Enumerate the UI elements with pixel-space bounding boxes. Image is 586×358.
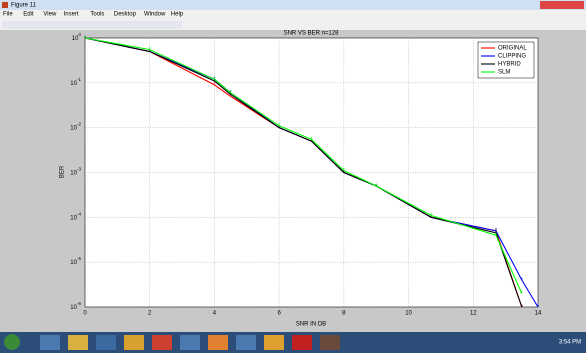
marker: * xyxy=(375,183,377,189)
marker: * xyxy=(537,304,539,310)
marker: * xyxy=(84,35,86,41)
page: Figure 11 File Edit View Insert Tools Desktop… xyxy=(0,0,586,353)
window-title: Figure 11 xyxy=(11,3,37,9)
start-button[interactable] xyxy=(4,334,20,350)
clock: 3:54 PM xyxy=(559,340,581,346)
legend-label: ORIGINAL xyxy=(498,46,527,52)
x-tick-label: 14 xyxy=(535,311,542,317)
window-controls[interactable] xyxy=(540,1,584,9)
menu-item[interactable]: Window xyxy=(144,12,166,18)
marker: * xyxy=(495,233,497,239)
marker: * xyxy=(521,304,523,310)
legend-label: CLIPPING xyxy=(498,54,526,60)
menu-item[interactable]: Tools xyxy=(90,12,104,18)
y-axis-label: BER xyxy=(60,165,66,178)
marker: * xyxy=(521,277,523,283)
marker: * xyxy=(149,47,151,53)
marker: * xyxy=(521,291,523,297)
menu-item[interactable]: File xyxy=(3,12,13,18)
menu-item[interactable]: Help xyxy=(171,12,184,18)
x-tick-label: 10 xyxy=(405,311,412,317)
marker: * xyxy=(278,123,280,129)
app-icon xyxy=(2,2,8,8)
x-tick-label: 12 xyxy=(470,311,477,317)
menu-item[interactable]: View xyxy=(43,12,57,18)
marker: * xyxy=(230,90,232,96)
x-axis-label: SNR IN DB xyxy=(296,322,326,328)
menu-item[interactable]: Desktop xyxy=(114,12,137,18)
screen: Figure 11 File Edit View Insert Tools Desktop… xyxy=(0,0,586,353)
chart-title: SNR VS BER n=128 xyxy=(284,31,340,37)
marker: * xyxy=(311,137,313,143)
marker: * xyxy=(343,168,345,174)
marker: * xyxy=(430,213,432,219)
legend-label: HYBRID xyxy=(498,62,521,68)
taskbar-icons xyxy=(40,335,340,350)
menu-item[interactable]: Insert xyxy=(64,12,79,18)
marker: * xyxy=(213,77,215,83)
title-bar xyxy=(0,0,586,10)
menu-item[interactable]: Edit xyxy=(23,12,34,18)
legend-label: SLM xyxy=(498,70,510,76)
toolbar xyxy=(2,21,182,29)
